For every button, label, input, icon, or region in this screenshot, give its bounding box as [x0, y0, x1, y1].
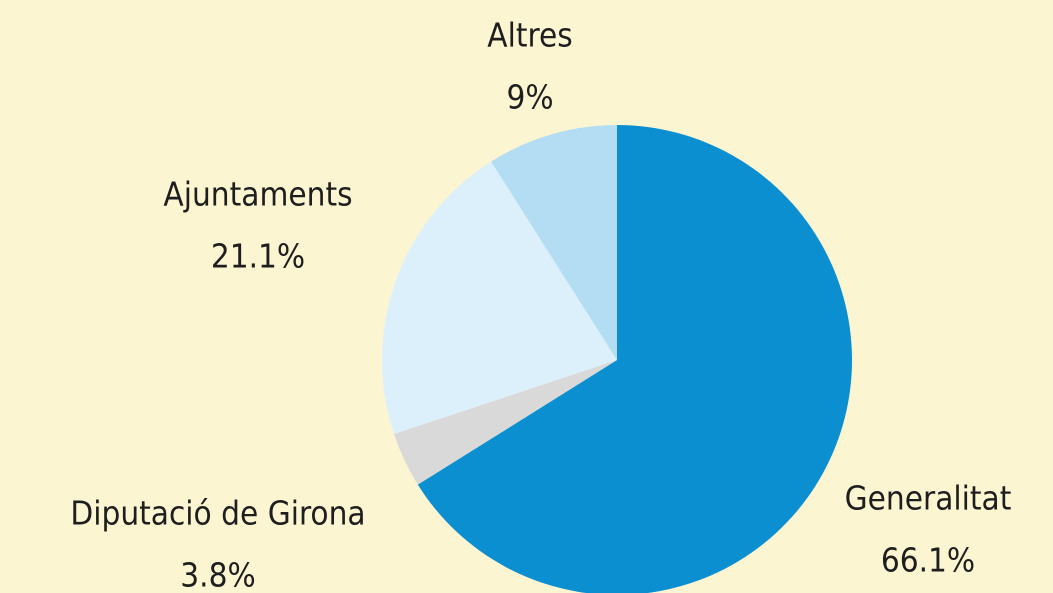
pie-slice — [381, 161, 617, 435]
slice-label: Altres — [487, 16, 572, 55]
pie-slice — [491, 125, 617, 360]
slice-label: Diputació de Girona — [70, 494, 365, 533]
slice-label: Ajuntaments — [163, 175, 352, 214]
slice-value-label: 3.8% — [180, 556, 255, 593]
slice-label: Generalitat — [845, 479, 1012, 518]
slice-value-label: 21.1% — [211, 237, 305, 276]
pie-slice — [417, 125, 852, 593]
slice-value-label: 66.1% — [881, 541, 975, 580]
slice-value-label: 9% — [506, 78, 553, 117]
pie-slice — [393, 360, 617, 485]
